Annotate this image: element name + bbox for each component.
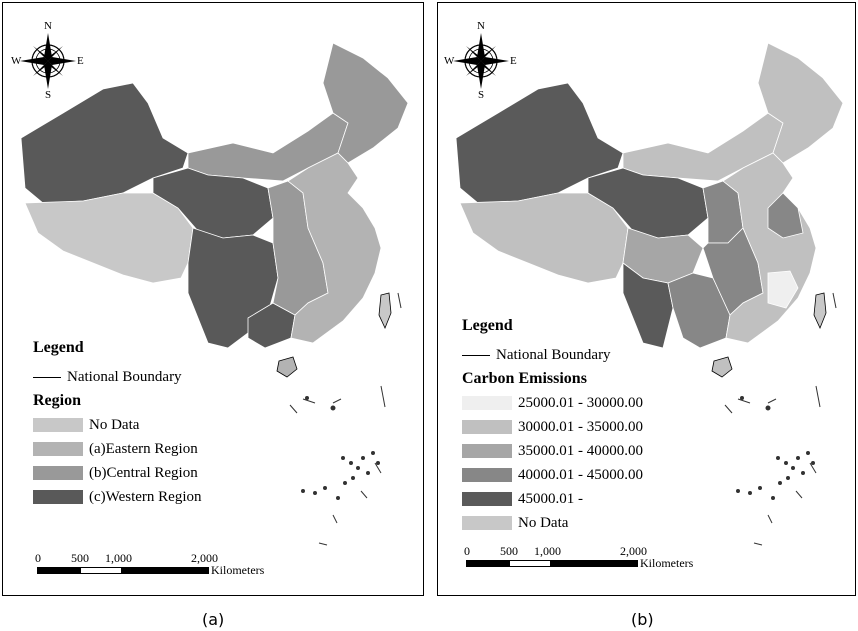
legend-title: Legend — [462, 317, 513, 334]
legend-a: Legend National Boundary Region No Data (… — [33, 339, 202, 509]
compass-w: W — [444, 55, 455, 67]
legend-swatch — [462, 468, 512, 482]
legend-swatch — [462, 420, 512, 434]
scale-seg-3 — [550, 560, 638, 567]
legend-swatch — [33, 418, 83, 432]
legend-item: No Data — [33, 413, 202, 437]
legend-item: (a)Eastern Region — [33, 437, 202, 461]
compass-rose: N S W E — [444, 20, 517, 101]
china-emissions-map — [455, 42, 844, 546]
legend-item: 35000.01 - 40000.00 — [462, 439, 643, 463]
scale-unit: Kilometers — [211, 563, 265, 577]
scale-seg-1 — [37, 567, 81, 574]
taiwan-island — [813, 292, 827, 330]
map-panel-b: N S W E Legend National Boundary Carbon … — [437, 2, 856, 596]
legend-item: 45000.01 - — [462, 487, 643, 511]
legend-label: No Data — [89, 416, 140, 433]
scale-seg-2 — [509, 560, 551, 567]
compass-e: E — [77, 55, 84, 67]
legend-label: 45000.01 - — [518, 490, 583, 507]
boundary-label: National Boundary — [67, 368, 182, 385]
scale-unit: Kilometers — [640, 556, 694, 570]
legend-label: (c)Western Region — [89, 488, 202, 505]
legend-swatch — [462, 444, 512, 458]
legend-boundary-row: National Boundary — [462, 343, 643, 367]
scale-tick-1000: 1,000 — [534, 544, 561, 558]
northwest-region — [587, 167, 709, 239]
tibet-region — [24, 192, 194, 284]
compass-s: S — [45, 89, 52, 101]
south-sea-islands — [724, 292, 837, 546]
legend-label: No Data — [518, 514, 569, 531]
legend-swatch — [33, 490, 83, 504]
legend-items: No Data (a)Eastern Region (b)Central Regio… — [33, 413, 202, 509]
shandong-jiangsu-region — [767, 192, 804, 239]
fujian-region — [767, 270, 799, 309]
legend-item: (b)Central Region — [33, 461, 202, 485]
legend-b: Legend National Boundary Carbon Emission… — [462, 317, 643, 535]
compass-n: N — [477, 20, 485, 32]
hainan-island — [276, 356, 298, 378]
compass-n: N — [44, 20, 52, 32]
caption-a: (a) — [202, 610, 225, 629]
compass-e: E — [510, 55, 517, 67]
legend-label: (a)Eastern Region — [89, 440, 198, 457]
scale-tick-2000: 2,000 — [620, 544, 647, 558]
compass-rose: N S W E — [11, 20, 84, 101]
legend-swatch — [33, 466, 83, 480]
scale-tick-1000: 1,000 — [105, 551, 132, 565]
legend-label: (b)Central Region — [89, 464, 198, 481]
compass-s: S — [478, 89, 485, 101]
map-panel-a: N S W E Legend National Boundary Region … — [2, 2, 424, 596]
taiwan-island — [378, 292, 392, 330]
legend-item: 30000.01 - 35000.00 — [462, 415, 643, 439]
legend-swatch — [462, 492, 512, 506]
scale-seg-1 — [466, 560, 510, 567]
scale-tick-0: 0 — [464, 544, 470, 558]
legend-item: 40000.01 - 45000.00 — [462, 463, 643, 487]
scale-tick-0: 0 — [35, 551, 41, 565]
legend-title: Legend — [33, 339, 84, 356]
scale-seg-2 — [80, 567, 122, 574]
caption-b: (b) — [631, 610, 654, 629]
eastern-region — [287, 152, 382, 344]
legend-label: 25000.01 - 30000.00 — [518, 394, 643, 411]
northwest-region — [152, 167, 274, 239]
south-sea-islands — [289, 292, 402, 546]
scale-bar-b: 0 500 1,000 2,000 Kilometers — [462, 544, 712, 574]
boundary-line-swatch — [33, 376, 61, 378]
tibet-region — [459, 192, 629, 284]
china-region-map — [20, 42, 409, 546]
legend-item: 25000.01 - 30000.00 — [462, 391, 643, 415]
northeast-region — [322, 42, 409, 164]
compass-icon — [453, 33, 509, 89]
legend-category-title: Carbon Emissions — [462, 370, 587, 387]
legend-label: 35000.01 - 40000.00 — [518, 442, 643, 459]
northeast-region — [757, 42, 844, 164]
legend-category-title: Region — [33, 392, 81, 409]
legend-label: 30000.01 - 35000.00 — [518, 418, 643, 435]
compass-icon — [20, 33, 76, 89]
legend-swatch — [33, 442, 83, 456]
legend-items: 25000.01 - 30000.00 30000.01 - 35000.00 35… — [462, 391, 643, 535]
legend-item: No Data — [462, 511, 643, 535]
yunnan-region — [622, 262, 674, 349]
legend-swatch — [462, 396, 512, 410]
legend-swatch — [462, 516, 512, 530]
scale-tick-2000: 2,000 — [191, 551, 218, 565]
legend-label: 40000.01 - 45000.00 — [518, 466, 643, 483]
scale-seg-3 — [121, 567, 209, 574]
scale-tick-500: 500 — [500, 544, 518, 558]
legend-boundary-row: National Boundary — [33, 365, 202, 389]
compass-w: W — [11, 55, 22, 67]
scale-bar-a: 0 500 1,000 2,000 Kilometers — [33, 551, 283, 581]
boundary-line-swatch — [462, 354, 490, 356]
scale-tick-500: 500 — [71, 551, 89, 565]
hainan-island — [711, 356, 733, 378]
legend-item: (c)Western Region — [33, 485, 202, 509]
boundary-label: National Boundary — [496, 346, 611, 363]
